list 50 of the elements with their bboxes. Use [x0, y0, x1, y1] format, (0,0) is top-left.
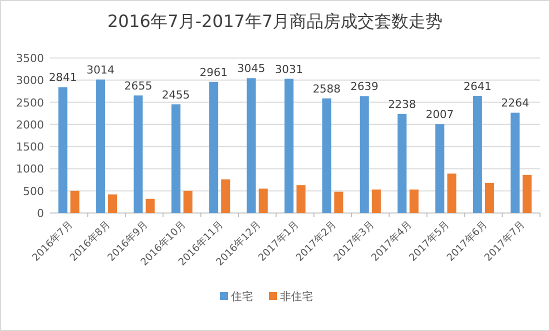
bar	[484, 182, 494, 213]
bar	[372, 190, 381, 213]
data-label: 2264	[501, 96, 530, 110]
bar	[360, 96, 369, 213]
bar	[70, 190, 80, 213]
data-label: 2455	[162, 88, 190, 102]
bar	[296, 185, 306, 213]
bar	[284, 78, 294, 213]
data-label: 2639	[350, 80, 378, 94]
data-label: 2961	[200, 66, 228, 79]
legend-label: 非住宅	[280, 290, 313, 303]
bar	[96, 80, 106, 213]
bar	[209, 82, 218, 213]
data-label: 2238	[388, 98, 416, 111]
y-tick-label: 0	[37, 207, 44, 220]
bar	[58, 87, 68, 213]
bar	[435, 124, 444, 213]
data-label: 2655	[124, 79, 152, 92]
y-tick-label: 3000	[16, 74, 44, 88]
bar	[258, 188, 268, 213]
y-tick-label: 1000	[16, 162, 44, 176]
bar	[108, 194, 118, 213]
bar	[246, 78, 256, 213]
data-label: 3045	[237, 62, 266, 76]
bar	[447, 174, 456, 213]
bar	[472, 96, 482, 213]
bar	[410, 190, 419, 213]
bar	[322, 98, 332, 213]
y-tick-label: 3500	[16, 52, 44, 65]
bar	[183, 190, 192, 213]
data-label: 2007	[426, 108, 454, 122]
bar	[221, 179, 230, 213]
y-tick-label: 2000	[16, 118, 44, 132]
data-label: 2641	[463, 80, 492, 94]
legend-label: 住宅	[231, 290, 253, 303]
data-label: 2841	[48, 71, 77, 84]
y-tick-label: 500	[23, 184, 44, 198]
bar	[171, 104, 180, 213]
bar	[522, 174, 532, 213]
chart-title: 2016年7月-2017年7月商品房成交套数走势	[107, 12, 443, 32]
data-label: 3031	[275, 62, 303, 76]
bar	[146, 198, 155, 213]
y-tick-label: 2500	[16, 96, 44, 110]
data-label: 2588	[312, 82, 341, 96]
y-tick-label: 1500	[16, 140, 44, 154]
bar	[134, 95, 143, 213]
bar	[510, 112, 520, 213]
bar	[398, 114, 407, 213]
data-label: 3014	[86, 64, 115, 77]
bar	[334, 192, 344, 213]
